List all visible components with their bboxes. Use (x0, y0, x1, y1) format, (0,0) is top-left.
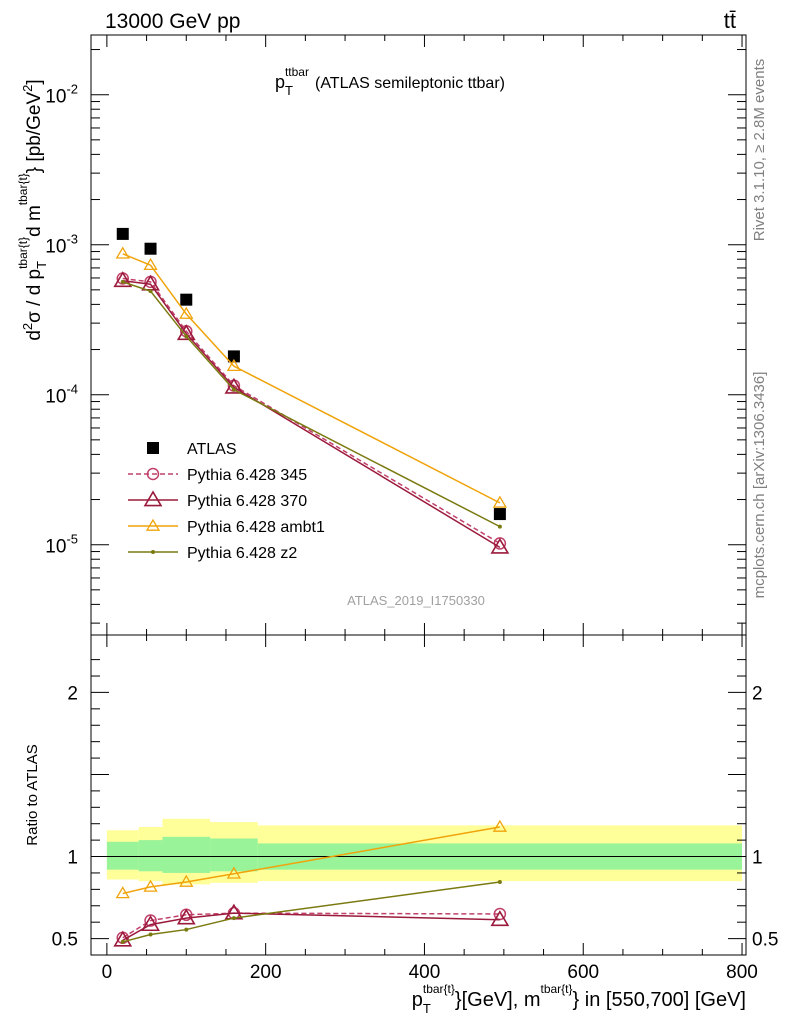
series-pythia-6-428-ambt1 (115, 819, 508, 899)
upper-y-axis-label: d2σ / d pTtbar{t}d mtbar{t}} [pb/GeV2] (16, 79, 49, 340)
data-point (231, 916, 236, 921)
data-point (143, 490, 163, 507)
series-pythia-6-428-z2 (120, 879, 502, 944)
legend-item: Pythia 6.428 z2 (128, 545, 297, 562)
series-pythia-6-428-345 (116, 906, 507, 945)
legend-label: Pythia 6.428 z2 (187, 545, 297, 562)
data-point (151, 550, 155, 554)
data-point (226, 358, 242, 371)
data-point (147, 442, 159, 454)
x-tick-label: 200 (250, 962, 282, 983)
plot-title-main: p (275, 72, 285, 92)
data-point (184, 927, 189, 932)
y-tick-label-right: 0.5 (752, 930, 778, 951)
header-process-label: tt̄ (724, 8, 736, 33)
mcplots-label: mcplots.cern.ch [arXiv:1306.3436] (751, 372, 768, 599)
data-point (227, 350, 240, 363)
series-line (122, 279, 501, 548)
data-point (493, 508, 506, 521)
data-point (497, 524, 502, 529)
data-point (497, 879, 502, 884)
y-tick-label: 10-2 (45, 82, 78, 108)
legend-item: Pythia 6.428 ambt1 (128, 518, 325, 536)
data-point (143, 879, 158, 892)
data-point (492, 495, 508, 508)
data-point (113, 271, 133, 288)
analysis-watermark: ATLAS_2019_I1750330 (347, 593, 485, 608)
x-tick-label: 0 (102, 962, 113, 983)
series-pythia-6-428-345 (116, 272, 507, 550)
series-line (122, 277, 501, 545)
data-point (143, 257, 158, 271)
data-point (176, 908, 196, 925)
y-tick-label: 10-5 (45, 532, 78, 558)
data-point (146, 467, 160, 481)
header-energy-label: 13000 GeV pp (105, 10, 240, 33)
series-line (122, 912, 500, 939)
uncertainty-band-inner (138, 840, 163, 872)
series-line (122, 253, 501, 504)
y-tick-label: 1 (67, 848, 78, 869)
series-line (122, 881, 500, 943)
y-tick-label: 0.5 (52, 930, 78, 951)
plot-title: pTttbar (ATLAS semileptonic ttbar) (275, 65, 505, 98)
data-point (490, 910, 510, 927)
legend-label: Pythia 6.428 370 (187, 493, 307, 510)
uncertainty-band-inner (210, 838, 258, 872)
series-line (122, 826, 501, 895)
data-point (176, 324, 196, 341)
data-point (141, 915, 160, 932)
lower-y-axis-label: Ratio to ATLAS (24, 744, 41, 845)
data-point (231, 387, 236, 392)
data-point (113, 930, 133, 947)
legend-item: Pythia 6.428 345 (128, 467, 307, 484)
series-pythia-6-428-370 (113, 271, 510, 554)
series-pythia-6-428-z2 (120, 279, 502, 529)
x-tick-label: 400 (409, 962, 441, 983)
data-point (145, 518, 161, 531)
plot-title-subscript: T (285, 83, 293, 98)
plot-title-rest: (ATLAS semileptonic ttbar) (315, 75, 505, 92)
series-pythia-6-428-370 (113, 903, 510, 947)
legend-label: ATLAS (187, 441, 237, 458)
data-point (148, 932, 153, 937)
data-point (144, 242, 157, 255)
data-point (115, 246, 130, 259)
data-point (120, 939, 125, 944)
data-point (120, 279, 125, 284)
x-tick-label: 600 (567, 962, 599, 983)
lower-plot-frame (90, 634, 747, 956)
data-point (226, 866, 242, 879)
data-point (144, 914, 157, 927)
data-point (492, 819, 508, 832)
data-point (148, 289, 153, 294)
uncertainty-band-inner (106, 841, 139, 870)
x-axis-label: pTtbar{t}}[GeV], mtbar{t}} in [550,700] … (412, 982, 746, 1016)
legend-label: Pythia 6.428 345 (187, 467, 307, 484)
rivet-version-label: Rivet 3.1.10, ≥ 2.8M events (751, 59, 768, 242)
data-point (179, 874, 194, 887)
data-point (115, 886, 130, 899)
plot-title-superscript: ttbar (285, 65, 309, 79)
data-point (180, 293, 193, 306)
data-point (490, 537, 510, 554)
uncertainty-band-inner (162, 836, 211, 873)
data-point (179, 306, 194, 319)
y-tick-label-right: 1 (752, 848, 763, 869)
series-line (122, 912, 500, 941)
y-tick-label-right: 2 (752, 683, 763, 704)
series-pythia-6-428-ambt1 (115, 246, 508, 508)
y-tick-label: 10-4 (45, 382, 78, 408)
legend-label: Pythia 6.428 ambt1 (187, 519, 325, 536)
legend-item: Pythia 6.428 370 (128, 490, 307, 510)
data-point (184, 334, 189, 339)
x-tick-label: 800 (726, 962, 758, 983)
legend-item: ATLAS (147, 441, 237, 458)
y-tick-label: 2 (67, 683, 78, 704)
series-atlas (116, 227, 506, 521)
data-point (116, 227, 129, 240)
y-tick-label: 10-3 (45, 232, 78, 258)
